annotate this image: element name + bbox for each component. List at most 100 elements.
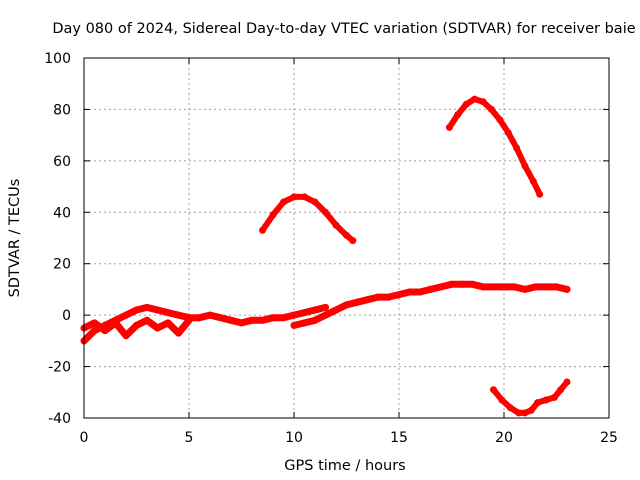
data-point <box>227 316 235 324</box>
data-point <box>353 298 361 306</box>
y-tick-label: 20 <box>53 257 71 273</box>
data-point <box>269 211 277 219</box>
data-point <box>185 316 193 324</box>
x-tick-label: 25 <box>600 430 618 446</box>
data-point <box>196 314 203 322</box>
data-point <box>154 306 161 314</box>
axis-ticks <box>83 57 610 419</box>
data-point <box>301 309 308 317</box>
data-point <box>332 306 340 314</box>
data-point <box>280 314 287 322</box>
x-tick-label: 15 <box>390 430 408 446</box>
y-tick-label: 80 <box>53 102 71 118</box>
data-point <box>112 319 119 327</box>
data-point <box>521 162 529 170</box>
data-point <box>553 283 560 291</box>
data-point <box>364 296 371 304</box>
y-tick-label: 40 <box>53 205 71 221</box>
data-point <box>385 293 392 301</box>
data-point <box>143 316 151 324</box>
data-point <box>490 386 497 394</box>
series-arc-2 <box>446 96 543 198</box>
data-point <box>471 95 479 103</box>
x-tick-label: 20 <box>495 430 513 446</box>
data-point <box>469 280 476 288</box>
data-point <box>122 332 130 340</box>
data-point <box>269 314 277 322</box>
data-point <box>490 283 497 291</box>
data-point <box>534 399 542 407</box>
x-tick-label: 0 <box>80 430 89 446</box>
data-point <box>513 144 521 152</box>
data-point <box>542 283 550 291</box>
data-traces <box>80 95 571 417</box>
x-tick-label: 5 <box>185 430 194 446</box>
data-point <box>206 311 214 319</box>
data-point <box>322 311 329 319</box>
data-point <box>259 316 266 324</box>
data-point <box>349 237 357 245</box>
data-point <box>91 327 98 335</box>
data-point <box>343 231 350 239</box>
data-point <box>301 193 308 201</box>
data-point <box>416 288 424 296</box>
data-point <box>395 291 403 299</box>
data-point <box>332 221 340 229</box>
data-point <box>563 378 571 386</box>
data-point <box>521 285 529 293</box>
y-tick-label: -40 <box>48 411 71 427</box>
data-point <box>521 409 529 417</box>
data-point <box>496 116 504 124</box>
data-point <box>175 329 182 337</box>
data-point <box>238 319 245 327</box>
data-point <box>527 406 535 414</box>
data-point <box>301 319 308 327</box>
data-point <box>550 393 558 401</box>
data-point <box>322 303 329 311</box>
data-point <box>557 386 565 394</box>
y-axis-label: SDTVAR / TECUs <box>7 179 23 298</box>
data-point <box>504 129 512 137</box>
data-point <box>515 409 523 417</box>
data-point <box>343 301 350 309</box>
data-point <box>563 285 571 293</box>
data-point <box>498 396 506 404</box>
data-point <box>479 98 487 106</box>
data-point <box>311 316 319 324</box>
data-point <box>511 283 518 291</box>
plot-frame <box>83 57 610 419</box>
data-point <box>259 226 266 234</box>
data-point <box>437 283 445 291</box>
y-tick-label: 100 <box>44 51 71 67</box>
data-point <box>445 123 453 131</box>
data-point <box>458 280 466 288</box>
data-point <box>133 321 140 329</box>
data-point <box>479 283 487 291</box>
x-axis-label: GPS time / hours <box>284 458 405 474</box>
data-point <box>322 208 329 216</box>
data-point <box>374 293 382 301</box>
data-point <box>154 324 161 332</box>
data-point <box>448 280 455 288</box>
data-point <box>311 306 319 314</box>
data-point <box>506 404 514 412</box>
data-point <box>280 198 287 206</box>
series-arc-1 <box>259 193 356 244</box>
y-tick-label: 0 <box>62 308 71 324</box>
data-point <box>91 319 98 327</box>
data-point <box>500 283 508 291</box>
data-point <box>406 288 413 296</box>
data-point <box>529 177 537 185</box>
data-point <box>101 327 109 335</box>
data-point <box>290 311 298 319</box>
y-tick-label: 60 <box>53 154 71 170</box>
chart-title: Day 080 of 2024, Sidereal Day-to-day VTE… <box>52 21 635 37</box>
data-point <box>122 311 130 319</box>
data-point <box>133 306 140 314</box>
data-point <box>290 193 298 201</box>
data-point <box>311 198 319 206</box>
data-point <box>143 303 151 311</box>
data-point <box>487 105 495 113</box>
data-point <box>462 100 470 108</box>
